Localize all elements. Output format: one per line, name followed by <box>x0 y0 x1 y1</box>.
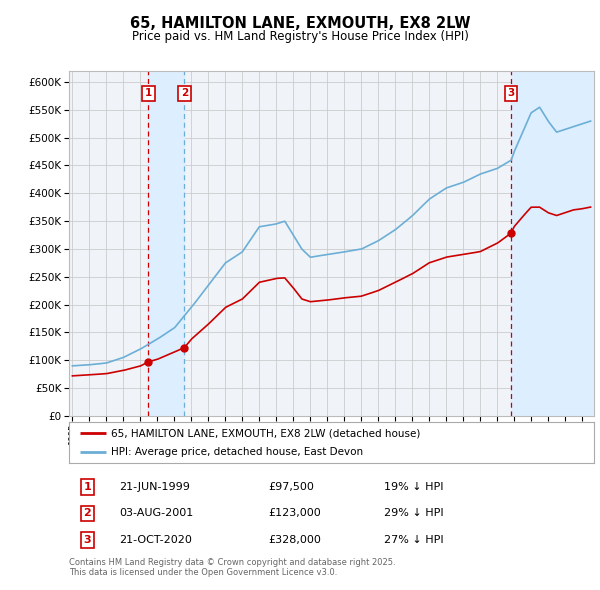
Text: 27% ↓ HPI: 27% ↓ HPI <box>384 535 443 545</box>
Text: 29% ↓ HPI: 29% ↓ HPI <box>384 509 443 518</box>
Text: 65, HAMILTON LANE, EXMOUTH, EX8 2LW (detached house): 65, HAMILTON LANE, EXMOUTH, EX8 2LW (det… <box>111 428 421 438</box>
Text: £123,000: £123,000 <box>269 509 321 518</box>
Text: 19% ↓ HPI: 19% ↓ HPI <box>384 482 443 491</box>
Text: 1: 1 <box>83 482 91 491</box>
Text: Price paid vs. HM Land Registry's House Price Index (HPI): Price paid vs. HM Land Registry's House … <box>131 30 469 43</box>
Text: 2: 2 <box>83 509 91 518</box>
Bar <box>511 71 594 416</box>
Text: 03-AUG-2001: 03-AUG-2001 <box>119 509 193 518</box>
Text: £97,500: £97,500 <box>269 482 314 491</box>
Text: 3: 3 <box>507 88 514 98</box>
Text: 3: 3 <box>83 535 91 545</box>
Text: HPI: Average price, detached house, East Devon: HPI: Average price, detached house, East… <box>111 447 363 457</box>
Text: 21-OCT-2020: 21-OCT-2020 <box>119 535 192 545</box>
Text: 65, HAMILTON LANE, EXMOUTH, EX8 2LW: 65, HAMILTON LANE, EXMOUTH, EX8 2LW <box>130 16 470 31</box>
Text: 21-JUN-1999: 21-JUN-1999 <box>119 482 190 491</box>
Text: Contains HM Land Registry data © Crown copyright and database right 2025.
This d: Contains HM Land Registry data © Crown c… <box>69 558 395 577</box>
Text: £328,000: £328,000 <box>269 535 322 545</box>
Bar <box>148 71 184 416</box>
Text: 2: 2 <box>181 88 188 98</box>
Text: 1: 1 <box>145 88 152 98</box>
